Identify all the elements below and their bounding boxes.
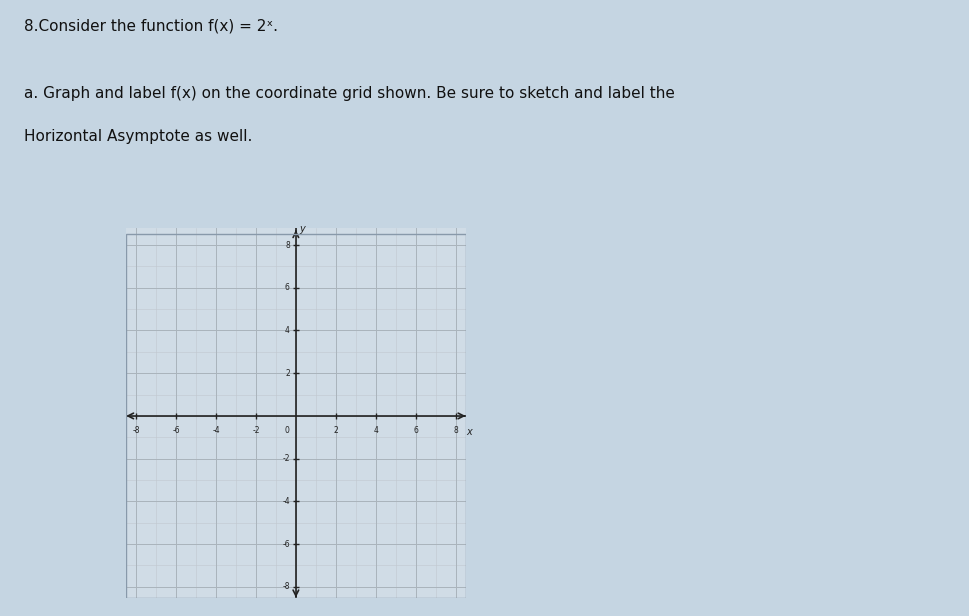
Text: y: y: [298, 224, 304, 234]
Text: 0: 0: [285, 426, 290, 434]
Text: 8.Consider the function f(x) = 2ˣ.: 8.Consider the function f(x) = 2ˣ.: [24, 18, 278, 33]
Text: 4: 4: [373, 426, 378, 434]
Text: a. Graph and label f(x) on the coordinate grid shown. Be sure to sketch and labe: a. Graph and label f(x) on the coordinat…: [24, 86, 674, 101]
Text: Horizontal Asymptote as well.: Horizontal Asymptote as well.: [24, 129, 252, 144]
Text: 4: 4: [285, 326, 290, 335]
Text: -2: -2: [282, 454, 290, 463]
Text: 6: 6: [413, 426, 418, 434]
Text: -6: -6: [172, 426, 179, 434]
Text: -2: -2: [252, 426, 260, 434]
Text: x: x: [466, 427, 472, 437]
Text: -4: -4: [282, 497, 290, 506]
Text: -4: -4: [212, 426, 220, 434]
Text: -6: -6: [282, 540, 290, 549]
Text: -8: -8: [282, 582, 290, 591]
Text: 2: 2: [333, 426, 338, 434]
Text: 6: 6: [285, 283, 290, 292]
Text: 2: 2: [285, 369, 290, 378]
Text: 8: 8: [285, 240, 290, 249]
Text: -8: -8: [132, 426, 140, 434]
Text: 8: 8: [453, 426, 457, 434]
